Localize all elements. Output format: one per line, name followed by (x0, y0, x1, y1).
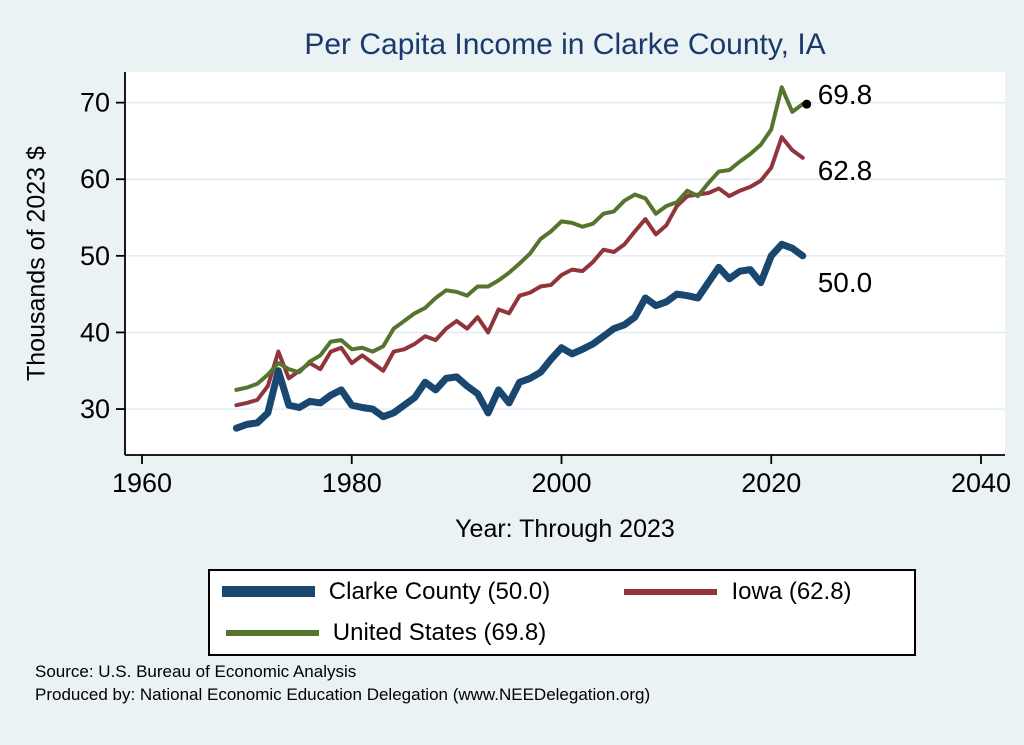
legend-label: United States (69.8) (332, 619, 547, 647)
x-tick-label: 1980 (322, 468, 382, 498)
legend-item-clarke-county: Clarke County (50.0) (210, 578, 562, 606)
legend-swatch (225, 630, 319, 637)
legend-item-iowa: Iowa (62.8) (562, 578, 914, 606)
plot-area: 30 40 50 60 70 1960 1980 2000 2020 2040 50.0 62.8 69… (80, 72, 1011, 498)
legend-item-united-states: United States (69.8) (210, 619, 562, 647)
chart-title: Per Capita Income in Clarke County, IA (304, 28, 826, 61)
x-tick-label: 2000 (531, 468, 591, 498)
x-tick-label: 2020 (741, 468, 801, 498)
end-value-label: 69.8 (818, 79, 873, 110)
legend-swatch (221, 586, 315, 598)
y-tick-label: 70 (80, 88, 110, 118)
source-line: Source: U.S. Bureau of Economic Analysis (35, 662, 357, 681)
series-line-united-states (234, 85, 805, 392)
legend-swatch (624, 588, 718, 595)
legend-label: Clarke County (50.0) (328, 577, 551, 605)
y-tick-label: 40 (80, 317, 110, 347)
legend-label: Iowa (62.8) (731, 577, 852, 605)
x-tick-label: 1960 (112, 468, 172, 498)
x-axis-title: Year: Through 2023 (455, 515, 675, 543)
legend: Clarke County (50.0) Iowa (62.8) United St… (208, 569, 916, 656)
y-tick-label: 30 (80, 394, 110, 424)
produced-line: Produced by: National Economic Education… (35, 685, 651, 704)
series-line-clarke-county (232, 240, 807, 432)
x-tick-label: 2040 (951, 468, 1011, 498)
end-value-label: 62.8 (818, 155, 873, 186)
end-value-label: 50.0 (818, 267, 873, 298)
y-tick-label: 50 (80, 241, 110, 271)
end-point-dot (802, 99, 812, 109)
series-line-iowa (234, 135, 805, 408)
y-tick-label: 60 (80, 164, 110, 194)
